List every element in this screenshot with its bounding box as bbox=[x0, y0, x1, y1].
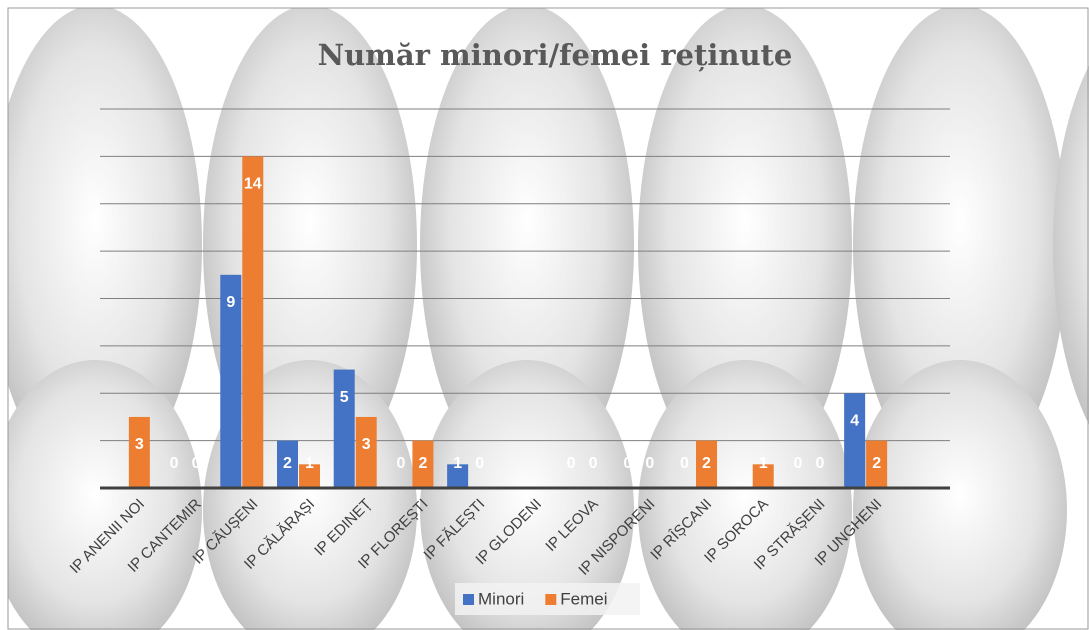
data-label: 0 bbox=[793, 455, 802, 472]
bar bbox=[447, 464, 469, 488]
data-label: 14 bbox=[244, 176, 262, 193]
chart-border bbox=[7, 7, 1089, 630]
legend-swatch bbox=[545, 594, 557, 605]
data-label: 3 bbox=[362, 436, 371, 453]
bar bbox=[752, 464, 774, 488]
bar bbox=[844, 393, 866, 488]
legend-swatch bbox=[463, 594, 474, 605]
chart-title: Număr minori/femei reținute bbox=[318, 38, 793, 72]
bar bbox=[866, 440, 888, 488]
data-label: 2 bbox=[872, 455, 881, 472]
bar bbox=[696, 440, 717, 488]
bar bbox=[355, 416, 377, 488]
data-label: 0 bbox=[567, 455, 576, 472]
legend-label: Minori bbox=[478, 589, 524, 608]
bar bbox=[242, 156, 264, 488]
data-label: 9 bbox=[226, 294, 235, 311]
data-label: 0 bbox=[589, 455, 598, 472]
bar bbox=[412, 440, 434, 488]
data-label: 2 bbox=[418, 455, 427, 472]
data-label: 1 bbox=[453, 455, 462, 472]
data-label: 1 bbox=[759, 455, 768, 472]
bar bbox=[333, 369, 355, 488]
background bbox=[8, 8, 1089, 630]
data-label: 5 bbox=[340, 389, 349, 406]
bar bbox=[277, 440, 298, 488]
data-label: 0 bbox=[645, 455, 654, 472]
legend-label: Femei bbox=[560, 589, 607, 608]
data-label: 0 bbox=[815, 455, 824, 472]
data-label: 0 bbox=[475, 455, 484, 472]
data-label: 1 bbox=[305, 455, 314, 472]
bar bbox=[128, 416, 150, 488]
data-label: 2 bbox=[702, 455, 711, 472]
data-label: 0 bbox=[170, 455, 179, 472]
data-label: 0 bbox=[680, 455, 689, 472]
data-label: 0 bbox=[192, 455, 201, 472]
bar bbox=[220, 274, 242, 488]
data-label: 3 bbox=[135, 436, 144, 453]
bar bbox=[299, 464, 320, 488]
data-label: 0 bbox=[396, 455, 405, 472]
data-label: 4 bbox=[850, 412, 859, 429]
data-label: 2 bbox=[283, 455, 292, 472]
data-label: 0 bbox=[623, 455, 632, 472]
